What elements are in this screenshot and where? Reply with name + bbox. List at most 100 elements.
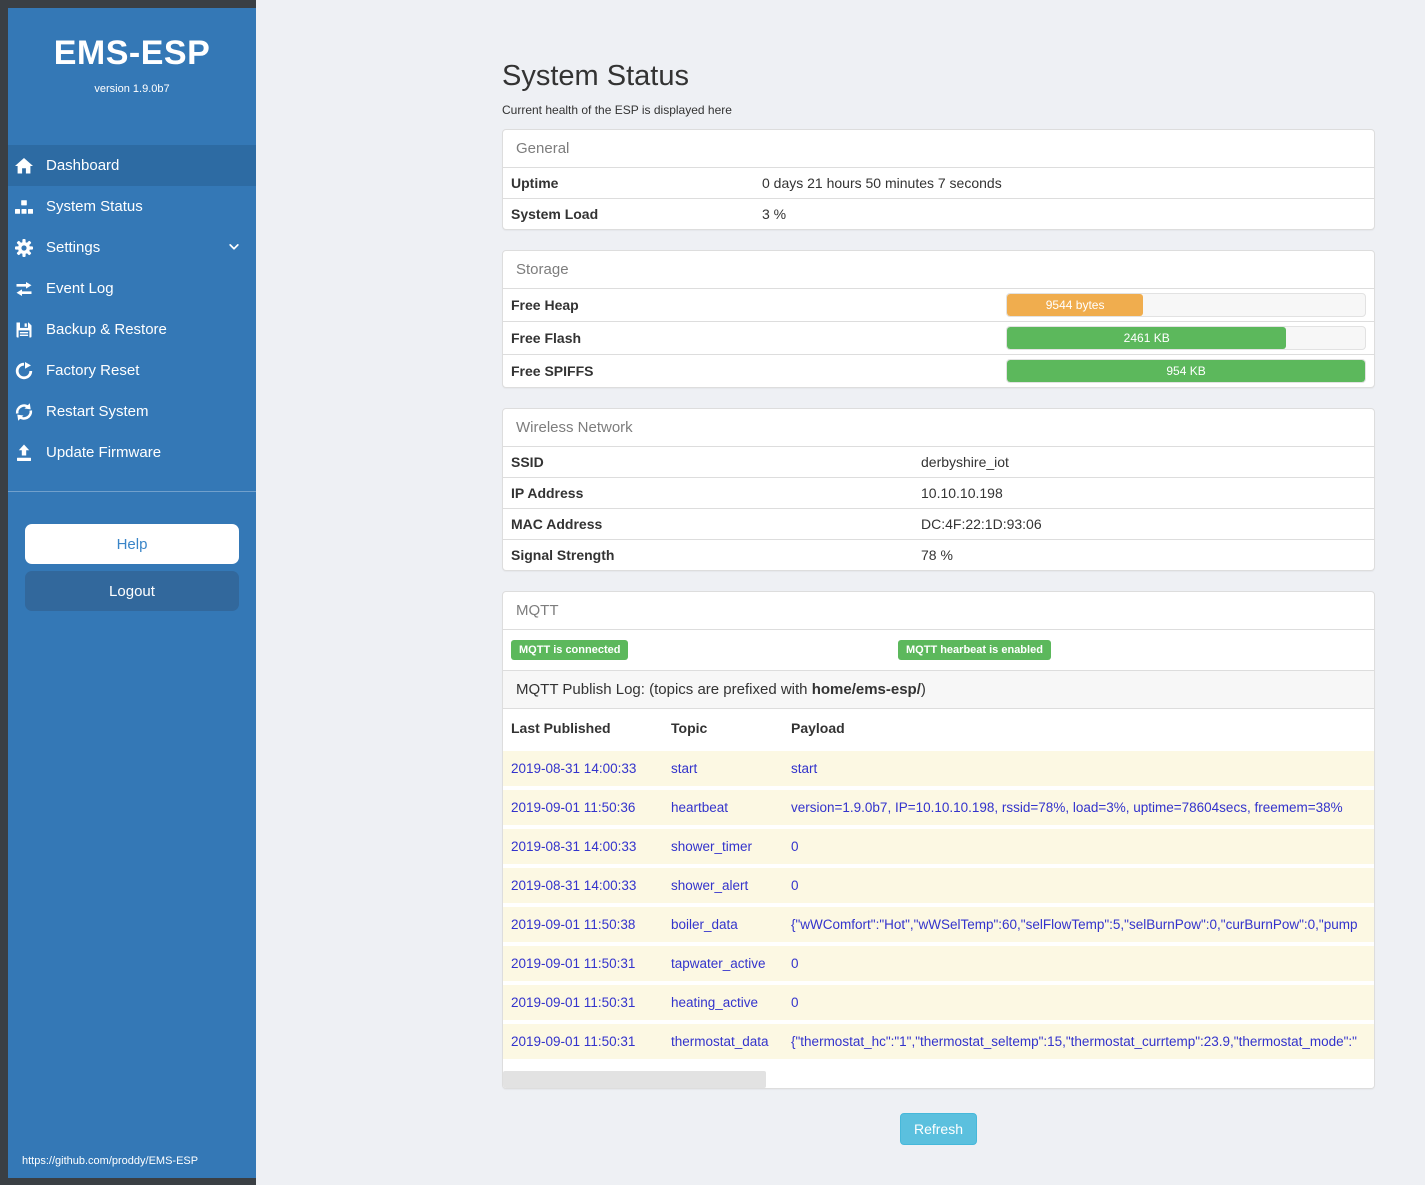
log-timestamp: 2019-08-31 14:00:33 xyxy=(503,825,663,866)
mqtt-log-row: 2019-08-31 14:00:33 start start xyxy=(503,747,1374,788)
sidebar-item-label: System Status xyxy=(46,198,143,215)
info-value: 0 days 21 hours 50 minutes 7 seconds xyxy=(762,175,1002,191)
log-payload: 0 xyxy=(783,981,1374,1022)
log-payload: 0 xyxy=(783,942,1374,983)
refresh-button[interactable]: Refresh xyxy=(899,1113,978,1145)
sidebar-divider xyxy=(8,491,256,492)
sidebar-nav: Dashboard System Status Settings Event L… xyxy=(8,145,256,473)
logout-button[interactable]: Logout xyxy=(25,571,239,611)
log-payload: {"thermostat_hc":"1","thermostat_seltemp… xyxy=(783,1020,1374,1059)
progress-track: 954 KB xyxy=(1006,359,1366,383)
app-version: version 1.9.0b7 xyxy=(94,83,170,95)
info-label: System Load xyxy=(511,206,599,222)
mqtt-publish-log-banner: MQTT Publish Log: (topics are prefixed w… xyxy=(503,670,1374,709)
storage-label: Free SPIFFS xyxy=(511,363,594,379)
chevron-down-icon xyxy=(229,244,239,250)
progress-fill: 954 KB xyxy=(1007,360,1365,382)
progress-fill: 9544 bytes xyxy=(1007,294,1144,316)
sidebar-item-label: Event Log xyxy=(46,280,114,297)
mqtt-log-header-row: Last Published Topic Payload xyxy=(503,709,1374,750)
mqtt-log-row: 2019-09-01 11:50:31 tapwater_active 0 xyxy=(503,942,1374,983)
log-topic: thermostat_data xyxy=(663,1020,783,1059)
info-label: Uptime xyxy=(511,175,559,191)
progress-fill: 2461 KB xyxy=(1007,327,1287,349)
info-row: System Load 3 % xyxy=(503,198,1374,229)
log-topic: start xyxy=(663,747,783,788)
general-rows: Uptime 0 days 21 hours 50 minutes 7 secon… xyxy=(503,167,1374,229)
sidebar-item-label: Restart System xyxy=(46,403,149,420)
mqtt-heartbeat-badge: MQTT hearbeat is enabled xyxy=(898,640,1051,660)
upload-icon xyxy=(14,443,34,463)
panel-wireless: Wireless Network SSID derbyshire_iot IP Ad… xyxy=(502,408,1375,571)
publish-log-topic-prefix: home/ems-esp/ xyxy=(811,681,921,698)
sidebar-item-restart-system[interactable]: Restart System xyxy=(8,391,256,432)
refresh-icon xyxy=(14,402,34,422)
panel-general: General Uptime 0 days 21 hours 50 minutes… xyxy=(502,129,1375,230)
info-row: Uptime 0 days 21 hours 50 minutes 7 secon… xyxy=(503,167,1374,198)
scrollbar-thumb[interactable] xyxy=(503,1071,766,1088)
mqtt-log-row: 2019-09-01 11:50:31 heating_active 0 xyxy=(503,981,1374,1022)
storage-rows: Free Heap 9544 bytes Free Flash 2461 KB Free… xyxy=(503,288,1374,387)
log-payload: start xyxy=(783,747,1374,788)
page-title: System Status xyxy=(502,60,689,92)
info-value: derbyshire_iot xyxy=(921,454,1009,470)
horizontal-scrollbar xyxy=(503,1071,1374,1088)
sidebar: EMS-ESP version 1.9.0b7 Dashboard System… xyxy=(8,8,256,1178)
mqtt-log-table: Last Published Topic Payload 2019-08-31 … xyxy=(503,709,1374,1059)
sidebar-item-system-status[interactable]: System Status xyxy=(8,186,256,227)
save-icon xyxy=(14,320,34,340)
system-status-icon xyxy=(14,197,34,217)
log-timestamp: 2019-09-01 11:50:38 xyxy=(503,903,663,944)
sidebar-item-factory-reset[interactable]: Factory Reset xyxy=(8,350,256,391)
app-title: EMS-ESP xyxy=(53,34,211,72)
github-link[interactable]: https://github.com/proddy/EMS-ESP xyxy=(22,1155,199,1167)
mqtt-log-body: 2019-08-31 14:00:33 start start 2019-09-01 … xyxy=(503,747,1374,1059)
rotate-right-icon xyxy=(14,361,34,381)
log-timestamp: 2019-09-01 11:50:31 xyxy=(503,1020,663,1059)
storage-row: Free Flash 2461 KB xyxy=(503,321,1374,354)
publish-log-suffix: ) xyxy=(920,681,926,698)
mqtt-log-row: 2019-09-01 11:50:31 thermostat_data {"ther… xyxy=(503,1020,1374,1059)
mqtt-log-row: 2019-08-31 14:00:33 shower_alert 0 xyxy=(503,864,1374,905)
info-label: MAC Address xyxy=(511,516,603,532)
sidebar-item-dashboard[interactable]: Dashboard xyxy=(8,145,256,186)
gear-icon xyxy=(14,238,34,258)
progress-track: 2461 KB xyxy=(1006,326,1366,350)
page-subtitle: Current health of the ESP is displayed h… xyxy=(502,103,732,117)
sidebar-item-label: Backup & Restore xyxy=(46,321,167,338)
log-topic: boiler_data xyxy=(663,903,783,944)
log-topic: heating_active xyxy=(663,981,783,1022)
sidebar-item-event-log[interactable]: Event Log xyxy=(8,268,256,309)
panel-wireless-heading: Wireless Network xyxy=(516,419,633,436)
mqtt-connected-badge: MQTT is connected xyxy=(511,640,629,660)
log-timestamp: 2019-09-01 11:50:31 xyxy=(503,942,663,983)
info-row: MAC Address DC:4F:22:1D:93:06 xyxy=(503,508,1374,539)
log-payload: {"wWComfort":"Hot","wWSelTemp":60,"selFl… xyxy=(783,903,1374,944)
publish-log-text: MQTT Publish Log: (topics are prefixed w… xyxy=(516,681,812,698)
log-topic: heartbeat xyxy=(663,786,783,827)
sidebar-item-update-firmware[interactable]: Update Firmware xyxy=(8,432,256,473)
info-row: IP Address 10.10.10.198 xyxy=(503,477,1374,508)
info-label: SSID xyxy=(511,454,544,470)
sidebar-item-settings[interactable]: Settings xyxy=(8,227,256,268)
log-payload: version=1.9.0b7, IP=10.10.10.198, rssid=… xyxy=(783,786,1374,827)
mqtt-log-row: 2019-09-01 11:50:36 heartbeat version=1.9.… xyxy=(503,786,1374,827)
panel-mqtt-heading: MQTT xyxy=(516,602,559,619)
info-value: DC:4F:22:1D:93:06 xyxy=(921,516,1042,532)
exchange-arrows-icon xyxy=(14,279,34,299)
sidebar-item-label: Settings xyxy=(46,239,101,256)
sidebar-item-backup-restore[interactable]: Backup & Restore xyxy=(8,309,256,350)
panel-storage-heading: Storage xyxy=(516,261,569,278)
log-timestamp: 2019-09-01 11:50:36 xyxy=(503,786,663,827)
help-button[interactable]: Help xyxy=(25,524,239,564)
sidebar-item-label: Factory Reset xyxy=(46,362,140,379)
content: System Status Current health of the ESP … xyxy=(502,0,1375,1145)
info-value: 10.10.10.198 xyxy=(921,485,1003,501)
sidebar-column: EMS-ESP version 1.9.0b7 Dashboard System… xyxy=(0,0,256,1185)
log-payload: 0 xyxy=(783,825,1374,866)
info-label: IP Address xyxy=(511,485,584,501)
wireless-rows: SSID derbyshire_iot IP Address 10.10.10.198… xyxy=(503,446,1374,570)
refresh-wrap: Refresh xyxy=(502,1113,1375,1145)
panel-mqtt: MQTT MQTT is connected MQTT hearbeat is … xyxy=(502,591,1375,1089)
mqtt-log-row: 2019-09-01 11:50:38 boiler_data {"wWComfor… xyxy=(503,903,1374,944)
